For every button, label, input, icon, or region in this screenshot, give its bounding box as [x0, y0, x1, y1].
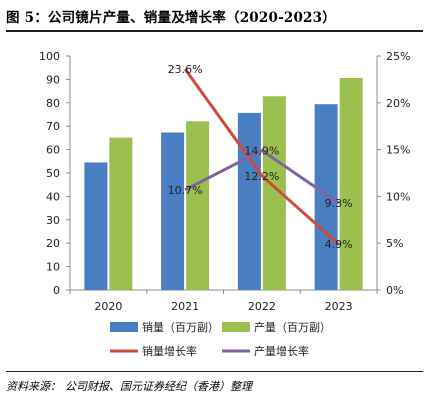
y-right-tick-label: 0%	[386, 284, 403, 297]
y-right-tick-label: 20%	[386, 97, 410, 110]
y-left-tick-label: 80	[46, 97, 60, 110]
bar-production	[262, 96, 286, 290]
y-right-tick-label: 10%	[386, 190, 410, 203]
line-sales-growth	[183, 68, 340, 246]
y-right-tick-label: 25%	[386, 50, 410, 63]
bar-sales	[237, 112, 261, 290]
y-left-tick-label: 20	[46, 237, 60, 250]
bar-sales	[161, 132, 185, 290]
x-tick-label: 2023	[325, 300, 353, 313]
chart-svg: 0 10 20 30 40 50 60 70 80 90 100 0% 5% 10% 15% 20% 25% 20…	[39, 50, 410, 358]
data-label-production-growth: 9.3%	[325, 197, 353, 210]
y-left-tick-label: 0	[53, 284, 60, 297]
source-text: 公司财报、国元证券经纪（香港）整理	[65, 380, 252, 393]
legend-swatch	[110, 322, 138, 332]
footer-rule	[6, 371, 423, 372]
data-label-production-growth: 14.9%	[244, 145, 279, 158]
x-tick-label: 2022	[248, 300, 276, 313]
legend-swatch	[222, 322, 250, 332]
bar-sales	[84, 162, 108, 290]
y-left-tick-label: 40	[46, 190, 60, 203]
legend-label: 产量增长率	[254, 344, 309, 358]
legend-label: 产量（百万副）	[254, 320, 331, 334]
bar-production	[186, 121, 210, 290]
y-right-tick-label: 5%	[386, 237, 403, 250]
y-left-tick-label: 30	[46, 214, 60, 227]
y-left-tick-label: 10	[46, 261, 60, 274]
data-label-production-growth: 10.7%	[168, 184, 203, 197]
data-label-sales-growth: 4.9%	[325, 238, 353, 251]
y-right-tick-label: 15%	[386, 144, 410, 157]
legend-label: 销量增长率	[142, 344, 197, 358]
y-left-tick-label: 50	[46, 167, 60, 180]
x-tick-label: 2020	[94, 300, 122, 313]
source-note: 资料来源： 公司财报、国元证券经纪（香港）整理	[6, 378, 256, 394]
data-label-sales-growth: 12.2%	[244, 170, 279, 183]
y-left-tick-label: 90	[46, 73, 60, 86]
legend-label: 销量（百万副）	[142, 320, 219, 334]
bar-production	[109, 137, 133, 290]
y-left-tick-label: 70	[46, 120, 60, 133]
y-left-tick-label: 60	[46, 144, 60, 157]
chart-title: 图 5：公司镜片产量、销量及增长率（2020-2023）	[6, 10, 336, 26]
title-rule	[6, 30, 423, 32]
source-label: 资料来源：	[6, 380, 61, 393]
y-left-tick-label: 100	[39, 50, 60, 63]
line-production-growth	[184, 149, 340, 205]
x-tick-label: 2021	[171, 300, 199, 313]
bar-sales	[314, 104, 338, 290]
data-label-sales-growth: 23.6%	[168, 63, 203, 76]
bar-production	[339, 77, 363, 290]
